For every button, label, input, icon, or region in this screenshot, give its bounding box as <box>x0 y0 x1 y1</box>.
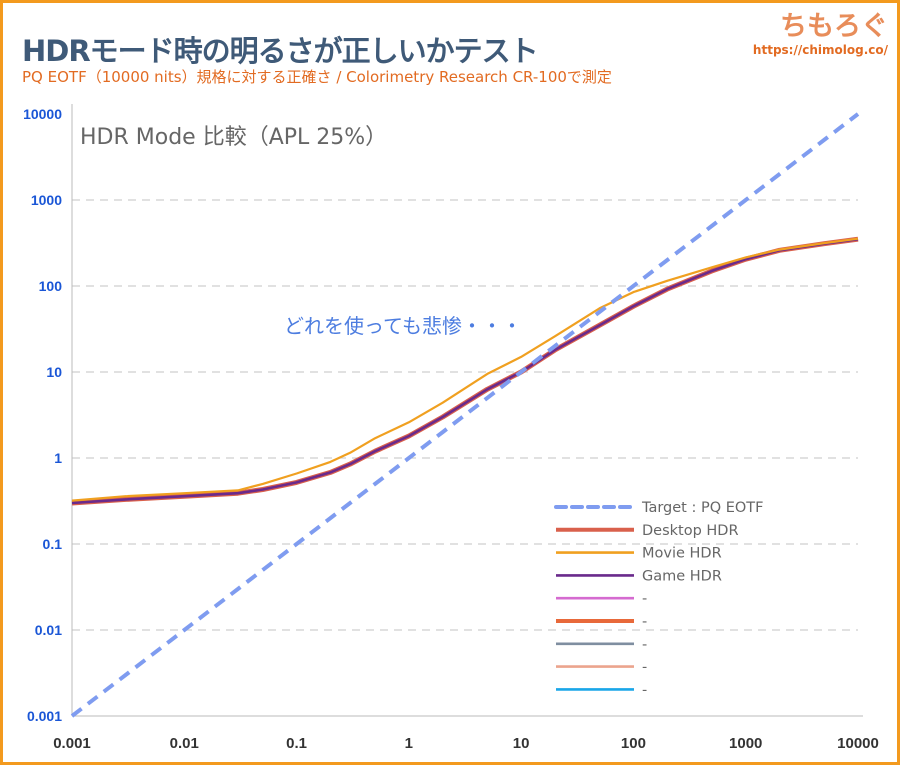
logo-url: https://chimolog.co/ <box>752 43 888 57</box>
legend-label: Target : PQ EOTF <box>641 500 764 516</box>
y-tick-label: 100 <box>39 278 63 294</box>
x-tick-label: 0.1 <box>286 735 307 752</box>
legend-label: - <box>642 614 647 630</box>
x-tick-label: 1000 <box>729 735 762 752</box>
x-tick-label: 1 <box>405 735 413 752</box>
legend-label: - <box>642 637 647 653</box>
y-tick-label: 1 <box>54 450 62 466</box>
series-line-game-hdr <box>71 237 859 505</box>
series-line-target-pq-eotf <box>70 112 860 718</box>
x-tick-label: 10 <box>513 735 530 752</box>
x-tick-label: 0.01 <box>170 735 199 752</box>
legend-label: - <box>642 591 647 607</box>
y-tick-label: 0.01 <box>35 622 62 638</box>
legend-label: - <box>642 682 647 698</box>
legend-label: - <box>642 660 647 676</box>
chart-annotation: どれを使っても悲惨・・・ <box>284 314 522 338</box>
x-tick-label: 10000 <box>837 735 879 752</box>
logo: ちもろぐ https://chimolog.co/ <box>753 4 888 57</box>
y-tick-label: 10000 <box>23 106 62 122</box>
legend-label: Game HDR <box>642 568 722 584</box>
chart-title: HDR Mode 比較（APL 25%） <box>80 125 387 150</box>
legend: Target : PQ EOTF Desktop HDR Movie HDR Game… <box>554 500 764 698</box>
y-tick-label: 0.001 <box>27 708 62 724</box>
series-line-desktop-hdr <box>71 236 859 506</box>
x-tick-label: 100 <box>621 735 646 752</box>
x-tick-label: 0.001 <box>53 735 91 752</box>
y-tick-label: 0.1 <box>43 536 63 552</box>
logo-text: ちもろぐ <box>780 11 888 42</box>
legend-label: Movie HDR <box>642 546 722 562</box>
page-title: HDRモード時の明るさが正しいかテスト <box>22 34 539 68</box>
series-line-movie-hdr <box>71 237 859 502</box>
page-subtitle: PQ EOTF（10000 nits）規格に対する正確さ / Colorimet… <box>22 68 612 86</box>
y-tick-label: 10 <box>46 364 62 380</box>
legend-label: Desktop HDR <box>642 523 739 539</box>
y-tick-label: 1000 <box>31 192 62 208</box>
